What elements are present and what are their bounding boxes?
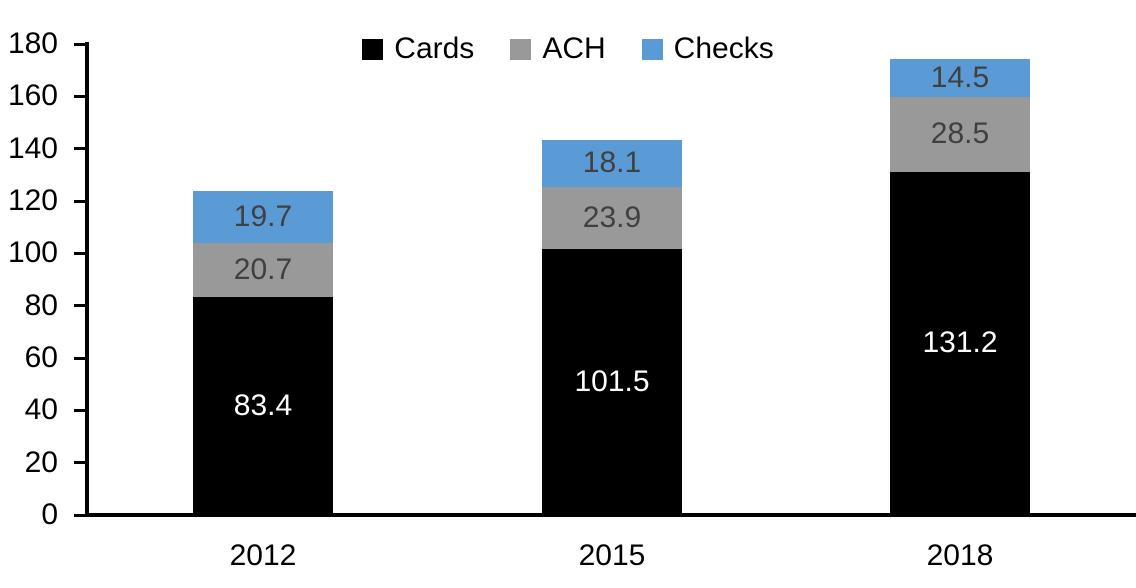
y-axis-tick-label: 60: [24, 341, 58, 374]
y-axis-tick-mark: [74, 514, 85, 517]
y-axis-tick-label: 100: [7, 236, 58, 269]
data-label: 101.5: [574, 365, 650, 399]
legend-item-ach: ACH: [510, 32, 606, 65]
data-label: 18.1: [582, 146, 642, 180]
legend-label: Cards: [394, 32, 475, 65]
y-axis-tick-label: 0: [41, 498, 58, 531]
chart-legend: Cards ACH Checks: [0, 32, 1136, 66]
x-axis-label-2018: 2018: [926, 539, 994, 572]
legend-label: Checks: [673, 32, 774, 65]
y-axis-tick-mark: [74, 409, 85, 412]
x-axis-label-2015: 2015: [578, 539, 646, 572]
x-axis-line: [85, 513, 1136, 517]
data-label: 19.7: [233, 199, 293, 233]
y-axis-tick-mark: [74, 461, 85, 464]
y-axis-tick-mark: [74, 304, 85, 307]
y-axis-tick-mark: [74, 200, 85, 203]
y-axis-tick-mark: [74, 357, 85, 360]
y-axis-tick-mark: [74, 147, 85, 150]
bar-segment-checks-2015: 18.1: [542, 139, 682, 187]
data-label: 20.7: [233, 252, 293, 286]
bar-segment-ach-2015: 23.9: [542, 186, 682, 250]
bar-segment-checks-2018: 14.5: [890, 59, 1030, 98]
y-axis-tick-label: 180: [7, 27, 58, 60]
legend-swatch-checks: [641, 38, 663, 60]
y-axis-tick-label: 80: [24, 289, 58, 322]
data-label: 131.2: [922, 326, 998, 360]
y-axis-tick-label: 160: [7, 79, 58, 112]
y-axis-tick-label: 40: [24, 393, 58, 426]
y-axis-tick-mark: [74, 252, 85, 255]
y-axis-tick-label: 140: [7, 132, 58, 165]
bar-segment-ach-2018: 28.5: [890, 97, 1030, 172]
legend-item-cards: Cards: [362, 34, 474, 64]
bar-segment-checks-2012: 19.7: [193, 191, 333, 243]
bar-segment-cards-2015: 101.5: [542, 249, 682, 515]
y-axis-tick-label: 120: [7, 184, 58, 217]
y-axis-tick-label: 20: [24, 446, 58, 479]
bar-segment-cards-2012: 83.4: [193, 296, 333, 515]
legend-label: ACH: [542, 32, 606, 65]
x-axis-label-2012: 2012: [229, 539, 297, 572]
data-label: 23.9: [582, 201, 642, 235]
y-axis-tick-mark: [74, 95, 85, 98]
bar-segment-cards-2018: 131.2: [890, 171, 1030, 515]
data-label: 83.4: [233, 388, 293, 422]
legend-swatch-cards: [362, 38, 384, 60]
data-label: 14.5: [930, 61, 990, 95]
y-axis-tick-mark: [74, 43, 85, 46]
bar-segment-ach-2012: 20.7: [193, 242, 333, 297]
legend-swatch-ach: [510, 38, 532, 60]
y-axis-line: [85, 42, 89, 517]
legend-item-checks: Checks: [641, 32, 774, 65]
data-label: 28.5: [930, 117, 990, 151]
